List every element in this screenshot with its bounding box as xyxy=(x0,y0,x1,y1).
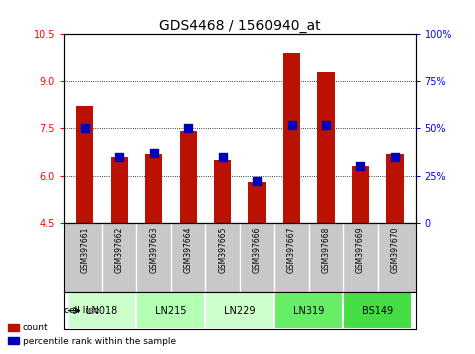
Point xyxy=(219,154,227,160)
Bar xyxy=(205,292,275,329)
Bar xyxy=(352,166,369,223)
Text: cell line: cell line xyxy=(65,306,100,315)
Bar xyxy=(248,182,266,223)
Text: GSM397669: GSM397669 xyxy=(356,227,365,273)
Bar xyxy=(214,160,231,223)
Text: GSM397667: GSM397667 xyxy=(287,227,296,273)
Title: GDS4468 / 1560940_at: GDS4468 / 1560940_at xyxy=(159,19,321,33)
Bar xyxy=(317,72,335,223)
Bar xyxy=(180,131,197,223)
Bar xyxy=(386,154,404,223)
Text: LN018: LN018 xyxy=(86,306,118,316)
Text: GSM397665: GSM397665 xyxy=(218,227,227,273)
Legend: count, percentile rank within the sample: count, percentile rank within the sample xyxy=(5,320,179,349)
Point xyxy=(115,154,123,160)
Bar xyxy=(67,292,136,329)
Point xyxy=(322,122,330,127)
Text: GSM397668: GSM397668 xyxy=(322,227,331,273)
Text: GSM397662: GSM397662 xyxy=(115,227,124,273)
Text: LN229: LN229 xyxy=(224,306,256,316)
Bar xyxy=(343,292,412,329)
Text: GSM397666: GSM397666 xyxy=(253,227,262,273)
Bar xyxy=(275,292,343,329)
Bar xyxy=(76,106,94,223)
Text: GSM397661: GSM397661 xyxy=(80,227,89,273)
Text: GSM397670: GSM397670 xyxy=(390,227,399,273)
Bar xyxy=(136,292,205,329)
Bar xyxy=(145,154,162,223)
Point xyxy=(288,122,295,127)
Text: LN319: LN319 xyxy=(293,306,324,316)
Point xyxy=(391,154,399,160)
Point xyxy=(184,126,192,131)
Bar xyxy=(283,52,300,223)
Point xyxy=(253,178,261,184)
Point xyxy=(357,164,364,169)
Text: LN215: LN215 xyxy=(155,306,187,316)
Text: BS149: BS149 xyxy=(362,306,393,316)
Text: GSM397663: GSM397663 xyxy=(149,227,158,273)
Point xyxy=(150,150,158,156)
Point xyxy=(81,126,89,131)
Bar xyxy=(111,157,128,223)
Text: GSM397664: GSM397664 xyxy=(184,227,193,273)
